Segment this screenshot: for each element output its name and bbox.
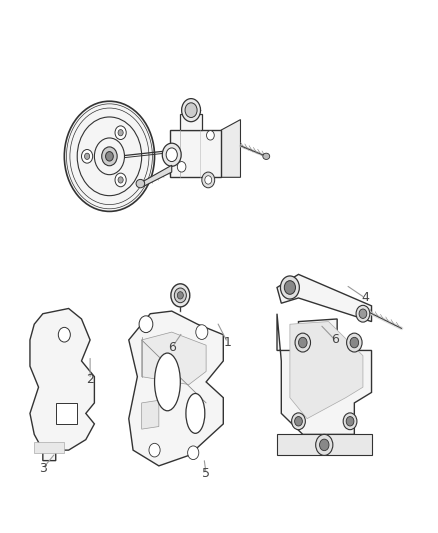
Ellipse shape xyxy=(205,176,212,184)
Ellipse shape xyxy=(350,337,359,348)
Polygon shape xyxy=(141,332,206,384)
Text: 6: 6 xyxy=(331,334,339,346)
Ellipse shape xyxy=(177,292,184,299)
Ellipse shape xyxy=(320,439,329,451)
Ellipse shape xyxy=(202,172,215,188)
Ellipse shape xyxy=(187,446,199,459)
Ellipse shape xyxy=(186,393,205,433)
Ellipse shape xyxy=(162,143,181,166)
Ellipse shape xyxy=(292,413,305,430)
Ellipse shape xyxy=(85,153,90,159)
Text: 1: 1 xyxy=(224,336,232,349)
Ellipse shape xyxy=(316,434,333,455)
Ellipse shape xyxy=(207,131,214,140)
Polygon shape xyxy=(144,165,172,186)
Ellipse shape xyxy=(346,333,362,352)
Ellipse shape xyxy=(359,309,367,318)
Ellipse shape xyxy=(106,151,113,161)
Ellipse shape xyxy=(295,417,302,426)
Ellipse shape xyxy=(263,153,270,159)
Ellipse shape xyxy=(171,284,190,307)
Ellipse shape xyxy=(298,337,307,348)
Ellipse shape xyxy=(118,130,123,136)
Polygon shape xyxy=(56,403,77,424)
Ellipse shape xyxy=(77,117,141,196)
Ellipse shape xyxy=(177,161,186,172)
Polygon shape xyxy=(34,442,64,453)
Ellipse shape xyxy=(58,327,71,342)
Ellipse shape xyxy=(102,147,117,166)
Ellipse shape xyxy=(280,276,299,299)
Ellipse shape xyxy=(185,103,197,117)
Ellipse shape xyxy=(139,316,153,333)
Ellipse shape xyxy=(64,101,155,212)
Polygon shape xyxy=(221,119,240,177)
Ellipse shape xyxy=(149,443,160,457)
Ellipse shape xyxy=(174,288,186,303)
Polygon shape xyxy=(277,434,371,455)
Ellipse shape xyxy=(284,281,296,294)
Ellipse shape xyxy=(115,126,126,140)
Ellipse shape xyxy=(136,180,145,188)
Polygon shape xyxy=(30,309,95,461)
Ellipse shape xyxy=(118,177,123,183)
Polygon shape xyxy=(277,274,371,321)
Polygon shape xyxy=(290,321,363,418)
Text: 3: 3 xyxy=(39,462,47,475)
Ellipse shape xyxy=(346,417,354,426)
Ellipse shape xyxy=(155,353,180,411)
Ellipse shape xyxy=(115,173,126,187)
Ellipse shape xyxy=(166,148,177,161)
Ellipse shape xyxy=(356,305,370,322)
Text: 4: 4 xyxy=(361,292,369,304)
Polygon shape xyxy=(129,311,223,466)
Ellipse shape xyxy=(95,138,124,175)
Text: 2: 2 xyxy=(86,373,94,386)
Text: 6: 6 xyxy=(168,341,176,354)
Text: 5: 5 xyxy=(202,467,210,480)
Polygon shape xyxy=(170,130,221,177)
Polygon shape xyxy=(180,115,202,130)
Ellipse shape xyxy=(196,325,208,340)
Ellipse shape xyxy=(182,99,201,122)
Ellipse shape xyxy=(343,413,357,430)
Ellipse shape xyxy=(81,149,93,163)
Polygon shape xyxy=(141,400,159,429)
Polygon shape xyxy=(277,314,371,434)
Ellipse shape xyxy=(295,333,311,352)
